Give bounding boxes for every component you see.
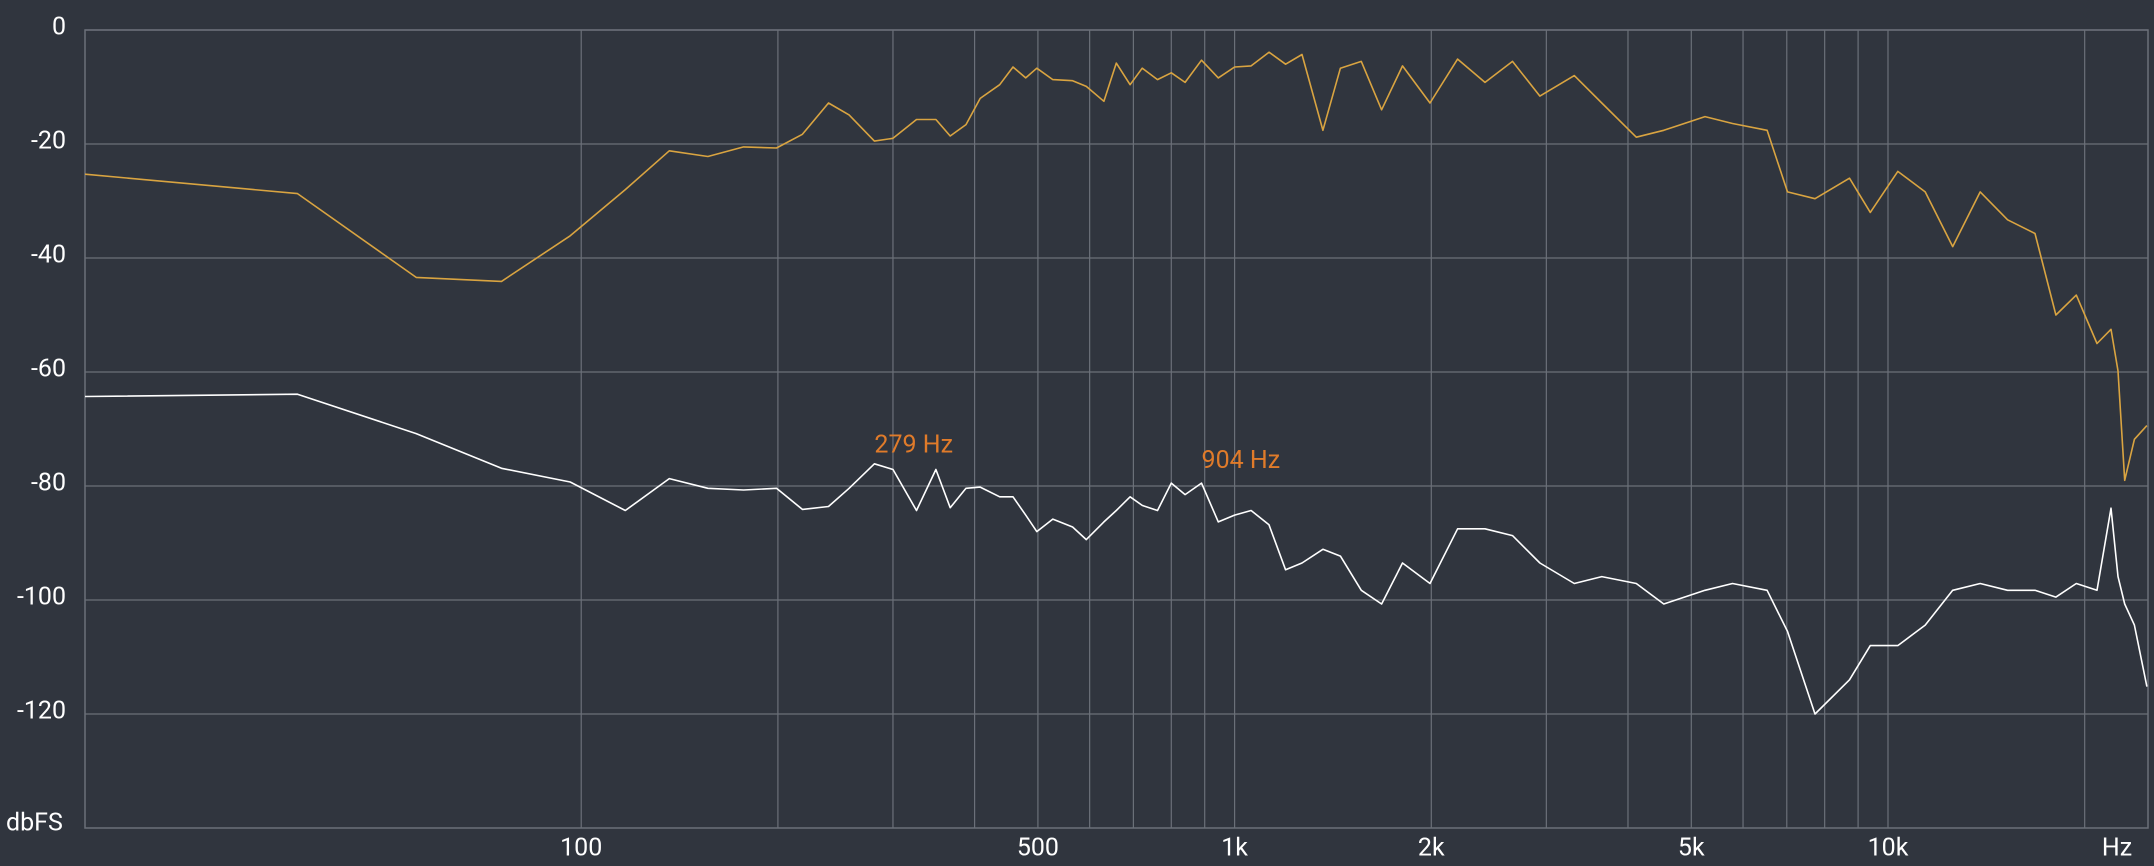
y-tick-label: -60 — [31, 355, 66, 384]
y-tick-label: -40 — [31, 241, 66, 270]
x-axis-label: Hz — [2102, 834, 2132, 863]
y-tick-label: -20 — [31, 127, 66, 156]
x-tick-label: 5k — [1678, 834, 1705, 863]
x-tick-label: 500 — [1017, 834, 1059, 863]
series-line — [84, 393, 2148, 715]
series-line — [84, 51, 2148, 482]
x-tick-label: 100 — [560, 834, 602, 863]
y-axis-label: dbFS — [6, 809, 63, 838]
x-tick-label: 1k — [1221, 834, 1248, 863]
y-tick-label: -80 — [31, 469, 66, 498]
y-tick-label: 0 — [52, 13, 66, 42]
x-tick-label: 10k — [1868, 834, 1909, 863]
x-tick-label: 2k — [1418, 834, 1445, 863]
annotation: 904 Hz — [1202, 446, 1281, 475]
annotation: 279 Hz — [874, 431, 953, 460]
y-tick-label: -100 — [17, 583, 66, 612]
y-tick-label: -120 — [17, 697, 66, 726]
